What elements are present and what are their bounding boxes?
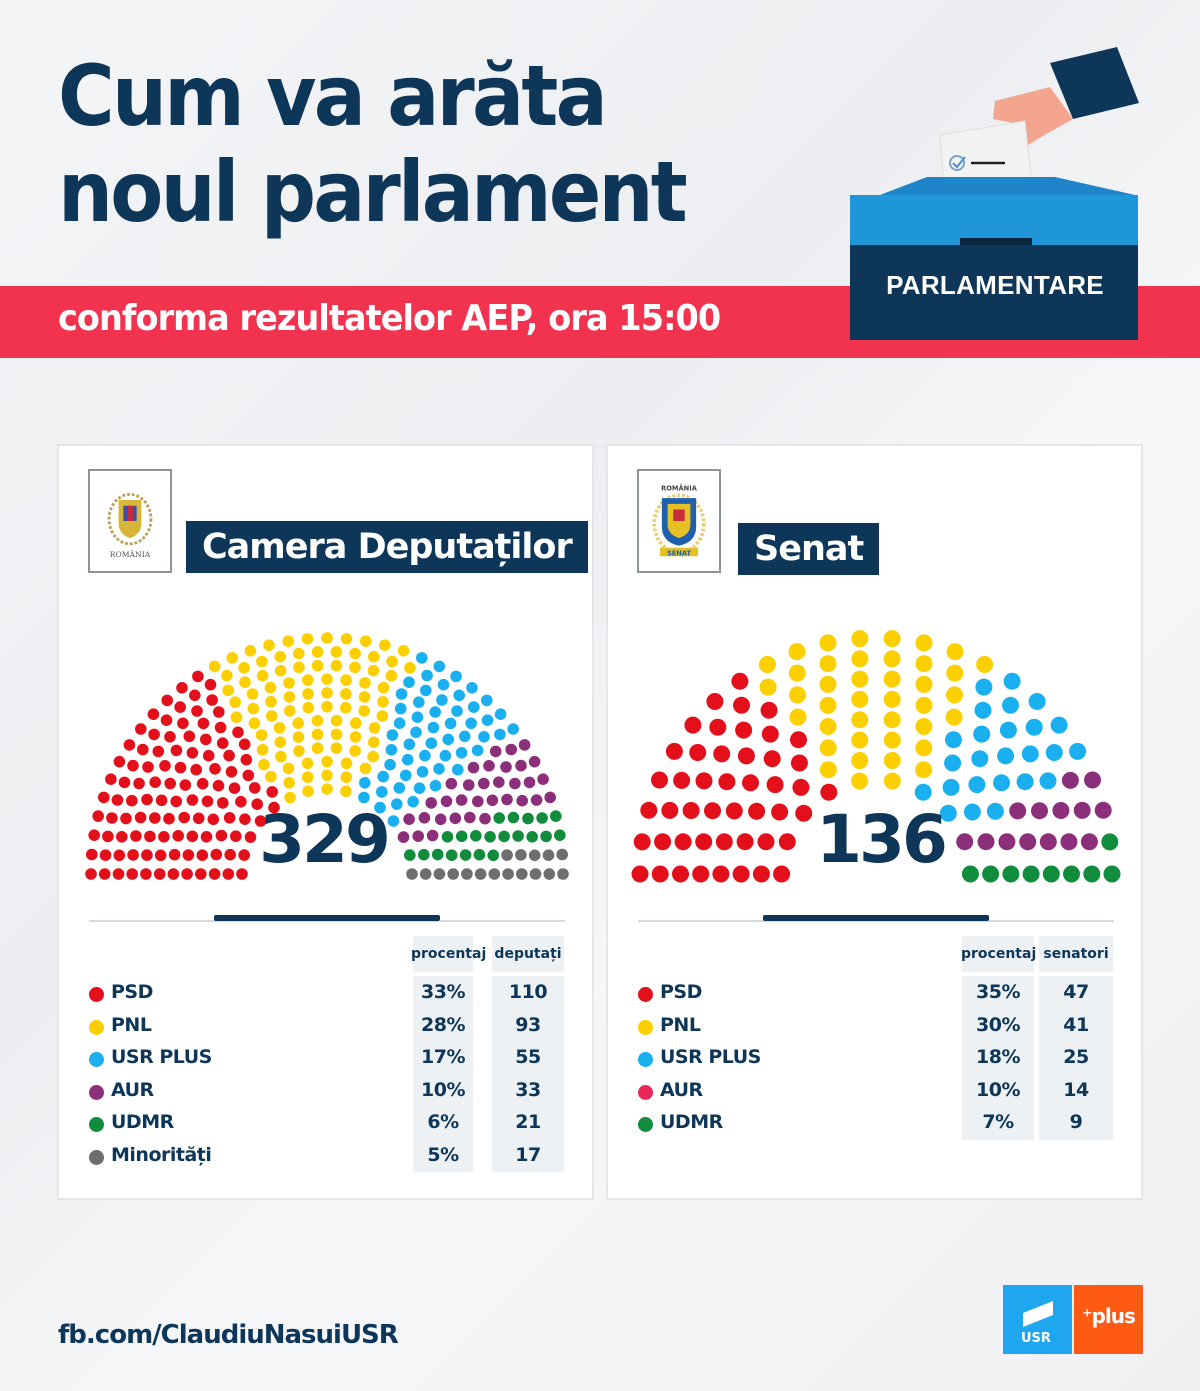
column-header-seats: senatori [1043, 946, 1109, 962]
facebook-link[interactable]: fb.com/ClaudiuNasuiUSR [58, 1320, 399, 1350]
party-color-dot-icon [89, 987, 104, 1002]
divider [89, 920, 565, 922]
chamber-title: Senat [738, 523, 880, 575]
hemicycle-chart [628, 616, 1124, 886]
usr-flag-icon [1023, 1301, 1053, 1327]
party-name: UDMR [660, 1111, 723, 1133]
party-percentage: 6% [427, 1111, 459, 1133]
party-color-dot-icon [638, 1052, 653, 1067]
panel-senat: ROMÂNIA SENAT Senat 136 procentaj senato… [606, 444, 1143, 1200]
parlamentare-badge: PARLAMENTARE [886, 270, 1104, 300]
party-color-dot-icon [89, 1117, 104, 1132]
party-seats: 21 [515, 1111, 541, 1133]
legend-row: PNL 30% 41 [638, 1011, 1118, 1043]
header-cell-bg [1039, 936, 1113, 972]
party-percentage: 30% [976, 1013, 1020, 1036]
party-seats: 41 [1063, 1013, 1089, 1036]
seats-column-bg [1039, 976, 1113, 1140]
party-seats: 110 [508, 981, 548, 1003]
chamber-title: Camera Deputaților [186, 521, 588, 573]
party-name: PSD [111, 981, 153, 1003]
party-color-dot-icon [89, 1084, 104, 1100]
plus-logo: ⁺plus [1074, 1285, 1143, 1354]
party-percentage: 18% [976, 1046, 1020, 1068]
party-seats: 93 [515, 1013, 541, 1036]
party-seats: 25 [1063, 1046, 1089, 1068]
svg-text:ROMÂNIA: ROMÂNIA [110, 550, 151, 559]
party-name: USR PLUS [111, 1046, 212, 1068]
legend-row: UDMR 7% 9 [638, 1108, 1118, 1140]
legend-row: PNL 28% 93 [89, 1011, 569, 1043]
senat-emblem-icon: ROMÂNIA SENAT [637, 469, 721, 573]
party-percentage: 10% [976, 1078, 1020, 1101]
party-name: PNL [111, 1013, 152, 1036]
svg-text:ROMÂNIA: ROMÂNIA [661, 484, 698, 493]
legend-row: AUR 10% 14 [638, 1076, 1118, 1108]
legend-row: UDMR 6% 21 [89, 1108, 569, 1140]
party-seats: 17 [515, 1143, 541, 1166]
party-name: Minorități [111, 1143, 212, 1166]
party-percentage: 28% [421, 1013, 465, 1036]
party-color-dot-icon [638, 1019, 653, 1035]
party-color-dot-icon [89, 1052, 104, 1067]
title-line-2: noul parlament [58, 143, 688, 241]
sleeve-shape [1050, 47, 1139, 119]
header-cell-bg [962, 936, 1034, 972]
hemicycle-chart [79, 616, 575, 886]
party-name: PNL [660, 1013, 701, 1036]
party-percentage: 7% [982, 1111, 1014, 1133]
legend-row: USR PLUS 17% 55 [89, 1043, 569, 1075]
subtitle: conforma rezultatelor AEP, ora 15:00 [58, 298, 721, 339]
column-header-seats: deputați [494, 946, 562, 962]
ballot-box-illustration [845, 45, 1145, 345]
header-cell-bg [413, 936, 473, 972]
party-percentage: 33% [421, 981, 465, 1003]
divider-accent [763, 915, 989, 921]
legend-row: USR PLUS 18% 25 [638, 1043, 1118, 1075]
total-seats: 136 [816, 801, 948, 878]
svg-text:SENAT: SENAT [667, 549, 692, 557]
legend-row: AUR 10% 33 [89, 1076, 569, 1108]
camera-emblem-icon: ROMÂNIA [88, 469, 172, 573]
header-cell-bg [492, 936, 564, 972]
party-seats: 14 [1063, 1078, 1089, 1101]
party-color-dot-icon [89, 1019, 104, 1035]
party-name: PSD [660, 981, 702, 1003]
pct-column-bg [962, 976, 1034, 1140]
divider-accent [214, 915, 440, 921]
party-color-dot-icon [638, 1084, 653, 1100]
party-seats: 47 [1063, 981, 1089, 1003]
legend-row: PSD 33% 110 [89, 978, 569, 1010]
party-seats: 33 [515, 1078, 541, 1101]
party-percentage: 5% [427, 1143, 459, 1166]
party-color-dot-icon [89, 1149, 104, 1165]
title-line-1: Cum va arăta [58, 47, 608, 145]
panel-camera-deputatilor: ROMÂNIA Camera Deputaților 329 procentaj… [57, 444, 594, 1200]
party-color-dot-icon [638, 987, 653, 1002]
legend-row: Minorități 5% 17 [89, 1141, 569, 1173]
party-percentage: 10% [421, 1078, 465, 1101]
seats-column-bg [492, 976, 564, 1172]
party-color-dot-icon [638, 1117, 653, 1132]
legend-row: PSD 35% 47 [638, 978, 1118, 1010]
usr-logo: USR [1003, 1285, 1072, 1354]
party-name: AUR [111, 1078, 154, 1101]
column-header-pct: procentaj [961, 946, 1037, 962]
party-name: UDMR [111, 1111, 174, 1133]
party-name: AUR [660, 1078, 703, 1101]
page-title: Cum va arăta noul parlament [58, 47, 688, 241]
total-seats: 329 [259, 801, 391, 878]
party-percentage: 17% [421, 1046, 465, 1068]
party-seats: 9 [1069, 1111, 1083, 1133]
column-header-pct: procentaj [411, 946, 487, 962]
pct-column-bg [413, 976, 473, 1172]
divider [638, 920, 1114, 922]
party-seats: 55 [515, 1046, 541, 1068]
party-name: USR PLUS [660, 1046, 761, 1068]
party-percentage: 35% [976, 981, 1020, 1003]
